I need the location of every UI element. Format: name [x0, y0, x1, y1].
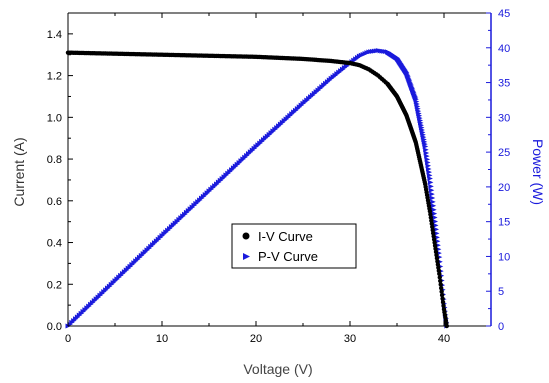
pv-point — [432, 214, 438, 220]
y-right-tick-label: 20 — [498, 182, 510, 194]
y-axis-left-label: Current (A) — [11, 137, 27, 206]
legend-label-pv: P-V Curve — [258, 249, 318, 264]
iv-point — [441, 303, 446, 308]
pv-point — [430, 199, 436, 205]
y-left-tick-label: 1.2 — [47, 71, 62, 83]
y-left-tick-label: 0.6 — [47, 196, 62, 208]
iv-point — [439, 292, 445, 298]
iv-point — [439, 289, 444, 294]
iv-point — [438, 282, 443, 287]
iv-point — [438, 285, 444, 291]
pv-point — [433, 230, 440, 236]
y-left-tick-label: 1.0 — [47, 112, 62, 124]
y-left-tick-label: 0.0 — [47, 321, 62, 333]
y-right-tick-label: 30 — [498, 112, 510, 124]
iv-point — [437, 275, 442, 280]
iv-point — [437, 271, 442, 277]
y-right-tick-label: 35 — [498, 78, 510, 90]
y-right-tick-label: 25 — [498, 147, 510, 159]
x-tick-label: 20 — [250, 333, 262, 345]
y-left-tick-label: 0.4 — [47, 238, 62, 250]
y-axis-right-label: Power (W) — [530, 139, 546, 205]
iv-point — [440, 296, 445, 301]
iv-point — [438, 278, 443, 284]
pv-point — [429, 195, 436, 201]
pv-point — [427, 179, 434, 185]
y-left-tick-label: 1.4 — [47, 29, 62, 41]
y-right-tick-label: 5 — [498, 286, 504, 298]
x-tick-label: 40 — [438, 333, 450, 345]
legend-label-iv: I-V Curve — [258, 229, 313, 244]
pv-point — [430, 203, 437, 209]
y-left-tick-label: 0.2 — [47, 279, 62, 291]
x-tick-label: 0 — [65, 333, 71, 345]
pv-point — [431, 211, 438, 217]
pv-point — [428, 187, 435, 193]
plot-area — [65, 48, 450, 329]
y-right-tick-label: 40 — [498, 43, 510, 55]
pv-point — [433, 226, 440, 232]
legend-marker-pv — [243, 253, 250, 260]
pv-point — [427, 176, 433, 182]
y-right-tick-label: 45 — [498, 8, 510, 20]
pv-point — [428, 183, 434, 189]
y-right-tick-label: 0 — [498, 321, 504, 333]
x-axis-label: Voltage (V) — [243, 361, 312, 377]
legend-box — [231, 223, 357, 269]
pv-point — [429, 191, 435, 197]
iv-point — [440, 300, 446, 305]
legend: I-V Curve P-V Curve — [231, 223, 357, 269]
legend-marker-iv — [242, 232, 250, 240]
y-right-tick-label: 10 — [498, 251, 510, 263]
x-tick-label: 10 — [156, 333, 168, 345]
pv-point — [431, 207, 437, 213]
x-tick-label: 30 — [344, 333, 356, 345]
iv-series — [65, 50, 450, 329]
axes: 0 10 20 30 40 0.0 0.2 0.4 0.6 0.8 1.0 1.2 1.4 0 5 10 15 2… — [47, 8, 511, 345]
y-right-tick-label: 15 — [498, 217, 510, 229]
pv-point — [432, 218, 439, 224]
y-left-tick-label: 0.8 — [47, 154, 62, 166]
